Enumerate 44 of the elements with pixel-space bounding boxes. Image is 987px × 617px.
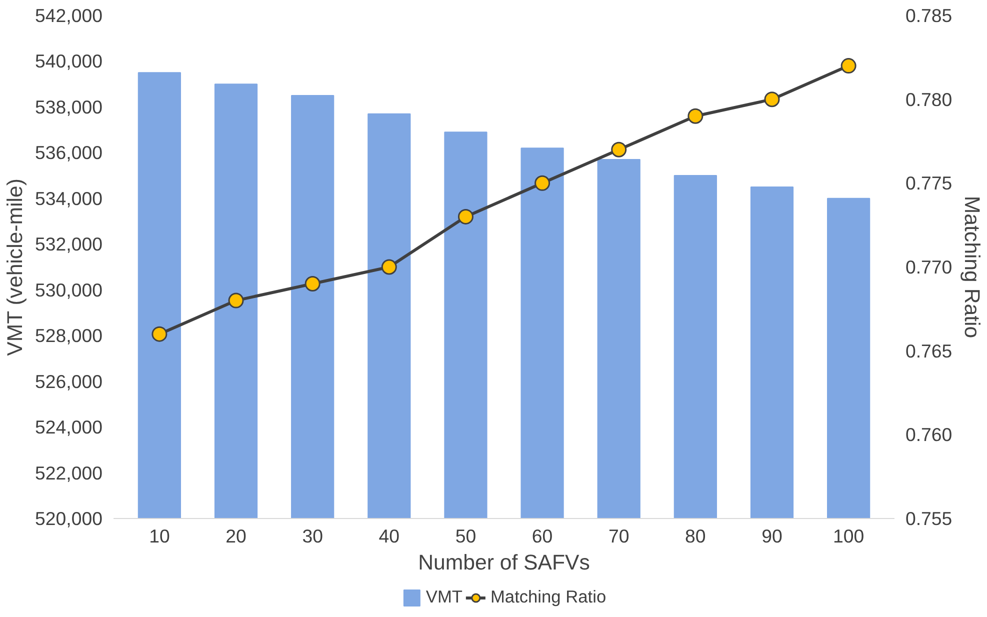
x-tick-label: 80 [685,526,706,546]
legend-label: Matching Ratio [490,586,606,608]
y2-tick-label: 0.770 [906,256,952,278]
y-axis-title: VMT (vehicle-mile) [3,178,28,356]
point [228,292,244,308]
x-tick-label: 60 [532,526,553,546]
y-tick-label: 532,000 [35,234,103,255]
x-tick-label: 20 [226,526,246,546]
y2-tick-label: 0.780 [906,88,952,110]
x-tick-label: 10 [149,526,170,546]
y2-tick-label: 0.765 [906,340,952,362]
y2-tick-label: 0.785 [906,5,952,26]
legend-label: VMT [426,586,462,608]
y-tick-label: 536,000 [35,142,103,164]
point [152,326,168,342]
y-tick-label: 524,000 [35,416,103,438]
point [458,208,474,224]
x-tick-label: 40 [378,526,400,546]
point [534,175,550,191]
y-tick-label: 534,000 [35,188,103,209]
point [688,108,704,124]
point [840,58,856,74]
y-tick-label: 542,000 [35,5,103,26]
x-tick-label: 100 [832,526,864,546]
x-tick-label: 70 [608,526,630,546]
y2-tick-label: 0.755 [906,508,952,529]
point [764,92,780,108]
y2-tick-label: 0.760 [906,424,952,446]
point [304,276,320,292]
x-tick-label: 50 [455,526,476,546]
point [611,142,627,158]
x-axis-title: Number of SAFVs [418,550,590,574]
y-tick-label: 528,000 [35,325,103,346]
point [381,259,397,275]
x-tick-label: 90 [762,526,782,546]
y-tick-label: 540,000 [35,50,103,72]
y-tick-label: 526,000 [35,370,103,392]
y2-axis-title: Matching Ratio [960,196,984,338]
x-tick-label: 30 [302,526,323,546]
y-tick-label: 522,000 [35,462,103,484]
y-tick-label: 530,000 [35,279,103,300]
y-tick-label: 538,000 [35,96,103,118]
y-tick-label: 520,000 [35,508,103,529]
y2-tick-label: 0.775 [906,172,952,194]
